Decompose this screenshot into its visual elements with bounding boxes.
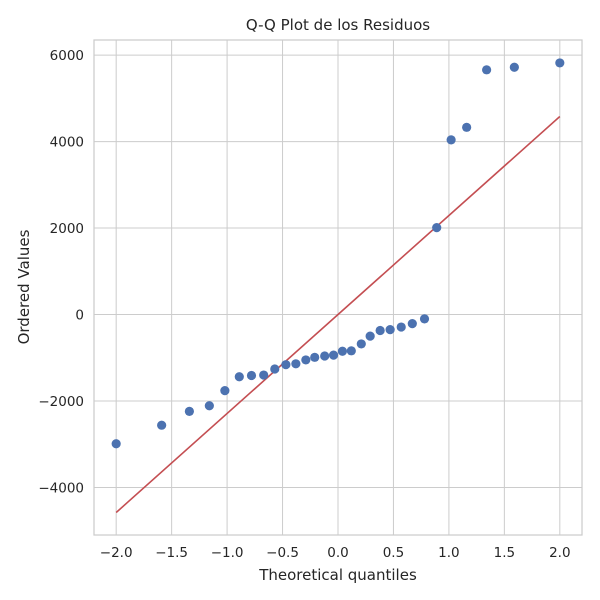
y-tick-label: 0	[75, 308, 84, 324]
data-point	[270, 364, 280, 374]
data-point	[157, 420, 167, 430]
x-tick-label: 2.0	[549, 545, 570, 561]
y-tick-label: 2000	[50, 221, 84, 237]
chart-title: Q-Q Plot de los Residuos	[246, 16, 430, 34]
data-point	[301, 355, 311, 365]
data-point	[111, 439, 121, 449]
plot-area-border	[93, 39, 583, 536]
data-point	[234, 372, 244, 382]
data-point	[320, 351, 330, 361]
y-tick-label: 4000	[50, 135, 84, 151]
data-point	[220, 386, 230, 396]
data-point	[337, 346, 348, 356]
data-point	[407, 318, 417, 329]
data-point	[356, 339, 366, 349]
data-point	[446, 135, 456, 145]
reference-line	[115, 115, 561, 514]
x-tick-label: 0.0	[327, 545, 348, 561]
data-point	[396, 322, 406, 332]
x-tick-label: −0.5	[266, 545, 299, 561]
data-point	[419, 314, 430, 324]
data-point	[346, 346, 356, 356]
x-axis-label: Theoretical quantiles	[258, 566, 417, 584]
x-tick-label: 1.0	[438, 545, 459, 561]
data-point	[281, 360, 291, 370]
data-point	[246, 370, 257, 381]
data-point	[462, 122, 472, 132]
tick-labels: −2.0 −1.5 −1.0 −0.5 0.0 0.5 1.0 1.5 2.0 −4000 −200…	[38, 48, 570, 561]
data-point	[375, 325, 385, 336]
y-tick-label: −2000	[38, 394, 84, 410]
data-point	[328, 350, 339, 360]
x-tick-label: −1.5	[155, 545, 188, 561]
x-tick-label: 1.5	[494, 545, 515, 561]
data-point	[555, 58, 565, 68]
data-point	[291, 359, 301, 369]
data-point	[259, 370, 269, 380]
x-tick-label: −1.0	[211, 545, 244, 561]
data-point	[432, 223, 442, 233]
grid-lines	[94, 40, 582, 535]
data-series	[111, 58, 565, 514]
data-point	[310, 352, 320, 362]
x-tick-label: −2.0	[100, 545, 133, 561]
data-point	[509, 62, 519, 72]
axes-frame	[93, 39, 583, 536]
y-tick-label: −4000	[38, 480, 84, 496]
y-tick-label: 6000	[50, 48, 84, 64]
data-point	[365, 331, 375, 341]
data-point	[482, 65, 492, 75]
data-point	[385, 325, 395, 335]
x-tick-label: 0.5	[383, 545, 404, 561]
data-point	[204, 401, 214, 411]
data-point	[184, 406, 194, 416]
y-axis-label: Ordered Values	[15, 229, 33, 344]
